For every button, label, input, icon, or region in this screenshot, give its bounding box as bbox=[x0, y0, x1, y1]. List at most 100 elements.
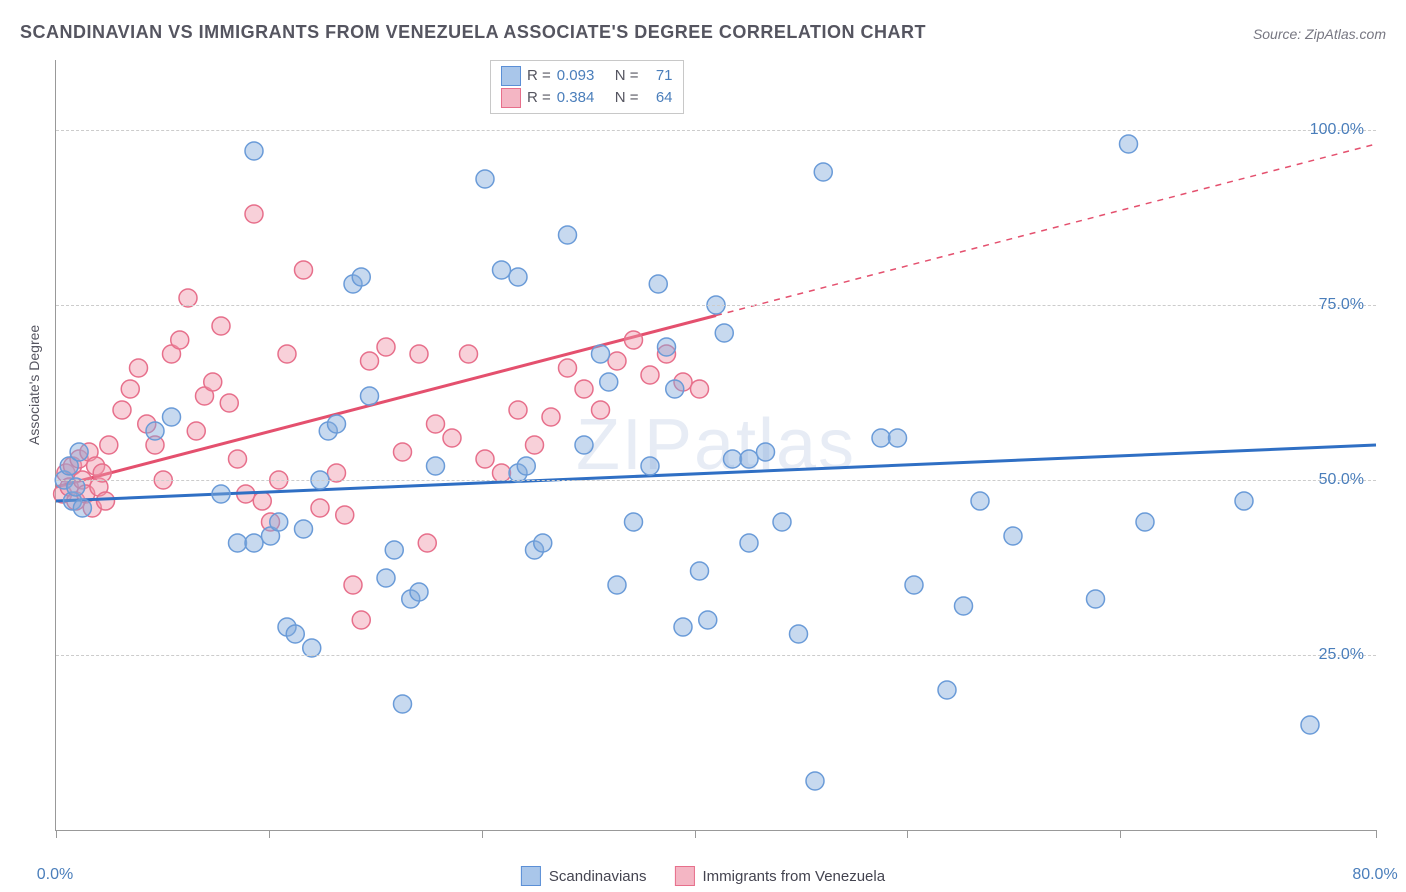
legend-n-value: 71 bbox=[645, 65, 673, 87]
data-point bbox=[171, 331, 189, 349]
data-point bbox=[204, 373, 222, 391]
y-tick-label: 50.0% bbox=[1319, 471, 1364, 489]
data-point bbox=[229, 450, 247, 468]
data-point bbox=[286, 625, 304, 643]
legend-series-item: Immigrants from Venezuela bbox=[675, 866, 886, 886]
data-point bbox=[1004, 527, 1022, 545]
data-point bbox=[575, 436, 593, 454]
data-point bbox=[699, 611, 717, 629]
y-axis-title: Associate's Degree bbox=[26, 325, 42, 445]
data-point bbox=[344, 576, 362, 594]
data-point bbox=[394, 443, 412, 461]
legend-n-label: N = bbox=[615, 65, 639, 87]
data-point bbox=[526, 436, 544, 454]
legend-swatch bbox=[501, 88, 521, 108]
data-point bbox=[295, 261, 313, 279]
data-point bbox=[100, 436, 118, 454]
data-point bbox=[1301, 716, 1319, 734]
data-point bbox=[163, 408, 181, 426]
data-point bbox=[773, 513, 791, 531]
data-point bbox=[377, 569, 395, 587]
y-tick-label: 100.0% bbox=[1310, 121, 1364, 139]
legend-r-value: 0.384 bbox=[557, 87, 609, 109]
data-point bbox=[971, 492, 989, 510]
source-value: ZipAtlas.com bbox=[1305, 26, 1386, 42]
data-point bbox=[70, 443, 88, 461]
data-point bbox=[641, 366, 659, 384]
data-point bbox=[806, 772, 824, 790]
x-tick bbox=[56, 830, 57, 838]
legend-series-label: Scandinavians bbox=[549, 868, 647, 885]
data-point bbox=[715, 324, 733, 342]
data-point bbox=[113, 401, 131, 419]
x-tick bbox=[1376, 830, 1377, 838]
data-point bbox=[509, 401, 527, 419]
data-point bbox=[575, 380, 593, 398]
data-point bbox=[130, 359, 148, 377]
data-point bbox=[757, 443, 775, 461]
y-tick-label: 25.0% bbox=[1319, 646, 1364, 664]
data-point bbox=[253, 492, 271, 510]
data-point bbox=[328, 415, 346, 433]
data-point bbox=[493, 261, 511, 279]
data-point bbox=[121, 380, 139, 398]
data-point bbox=[212, 485, 230, 503]
data-point bbox=[220, 394, 238, 412]
chart-title: SCANDINAVIAN VS IMMIGRANTS FROM VENEZUEL… bbox=[20, 22, 926, 43]
data-point bbox=[534, 534, 552, 552]
data-point bbox=[476, 170, 494, 188]
legend-correlation-row: R = 0.093N = 71 bbox=[501, 65, 673, 87]
data-point bbox=[641, 457, 659, 475]
data-point bbox=[352, 611, 370, 629]
data-point bbox=[724, 450, 742, 468]
chart-svg bbox=[56, 60, 1376, 830]
data-point bbox=[460, 345, 478, 363]
legend-n-label: N = bbox=[615, 87, 639, 109]
legend-n-value: 64 bbox=[645, 87, 673, 109]
data-point bbox=[336, 506, 354, 524]
plot-area: ZIPatlas 25.0%50.0%75.0%100.0% bbox=[55, 60, 1376, 831]
data-point bbox=[187, 422, 205, 440]
data-point bbox=[229, 534, 247, 552]
data-point bbox=[377, 338, 395, 356]
data-point bbox=[517, 457, 535, 475]
data-point bbox=[245, 534, 263, 552]
data-point bbox=[592, 401, 610, 419]
data-point bbox=[872, 429, 890, 447]
data-point bbox=[740, 534, 758, 552]
data-point bbox=[592, 345, 610, 363]
data-point bbox=[691, 562, 709, 580]
data-point bbox=[625, 331, 643, 349]
legend-swatch bbox=[521, 866, 541, 886]
data-point bbox=[608, 576, 626, 594]
legend-r-label: R = bbox=[527, 87, 551, 109]
data-point bbox=[295, 520, 313, 538]
data-point bbox=[245, 205, 263, 223]
data-point bbox=[1087, 590, 1105, 608]
x-tick bbox=[1120, 830, 1121, 838]
x-tick bbox=[907, 830, 908, 838]
data-point bbox=[146, 422, 164, 440]
data-point bbox=[559, 359, 577, 377]
legend-series: Scandinavians Immigrants from Venezuela bbox=[521, 866, 885, 886]
data-point bbox=[559, 226, 577, 244]
x-tick bbox=[482, 830, 483, 838]
data-point bbox=[418, 534, 436, 552]
x-tick-label: 0.0% bbox=[37, 866, 73, 884]
data-point bbox=[889, 429, 907, 447]
x-tick bbox=[269, 830, 270, 838]
data-point bbox=[97, 492, 115, 510]
trend-line bbox=[56, 445, 1376, 501]
source-label: Source: bbox=[1253, 26, 1305, 42]
data-point bbox=[649, 275, 667, 293]
data-point bbox=[666, 380, 684, 398]
data-point bbox=[691, 380, 709, 398]
data-point bbox=[1136, 513, 1154, 531]
legend-swatch bbox=[675, 866, 695, 886]
legend-series-label: Immigrants from Venezuela bbox=[703, 868, 886, 885]
data-point bbox=[938, 681, 956, 699]
legend-r-value: 0.093 bbox=[557, 65, 609, 87]
data-point bbox=[509, 268, 527, 286]
data-point bbox=[542, 408, 560, 426]
data-point bbox=[427, 415, 445, 433]
